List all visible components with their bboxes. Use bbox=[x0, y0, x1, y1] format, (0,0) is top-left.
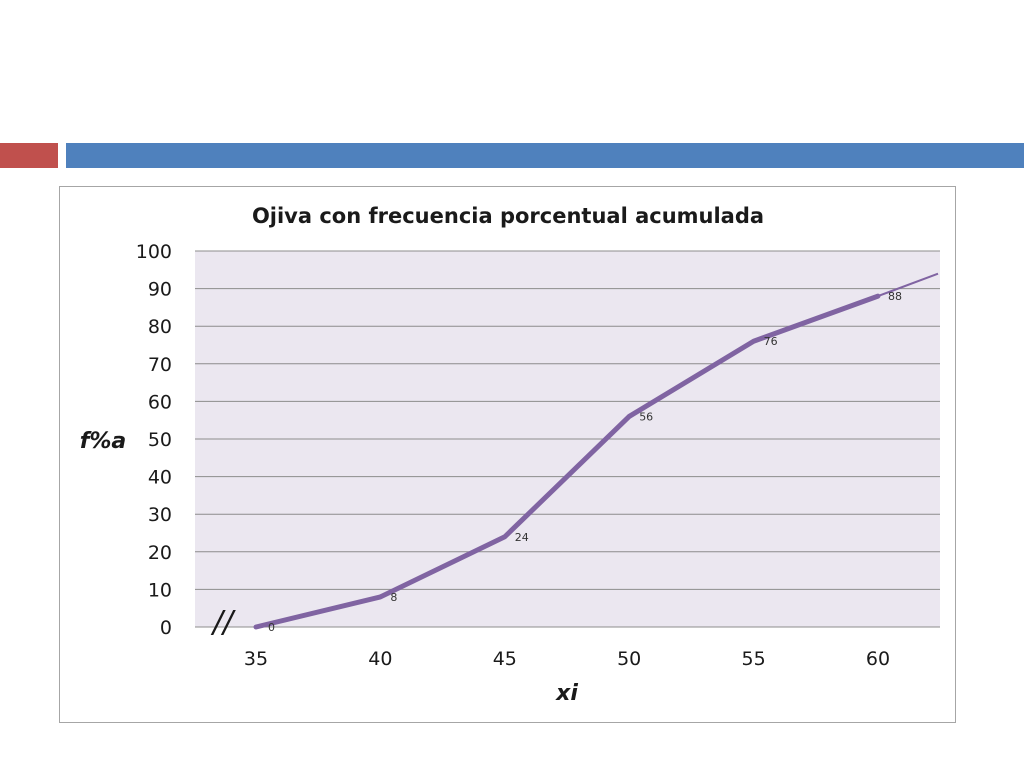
x-tick-label: 40 bbox=[368, 648, 392, 670]
y-tick-label: 70 bbox=[148, 354, 172, 376]
x-tick-label: 50 bbox=[617, 648, 641, 670]
series-line-extension bbox=[877, 272, 939, 298]
series-line bbox=[253, 293, 881, 630]
y-tick-label: 40 bbox=[148, 467, 172, 489]
series bbox=[253, 272, 939, 630]
accent-bar-left bbox=[0, 143, 58, 168]
x-tick-label: 35 bbox=[244, 648, 268, 670]
x-tick-labels: 35 40 45 50 55 60 bbox=[244, 648, 890, 670]
x-tick-label: 45 bbox=[493, 648, 517, 670]
data-label: 8 bbox=[390, 591, 397, 604]
y-tick-label: 100 bbox=[136, 241, 172, 263]
y-tick-label: 90 bbox=[148, 279, 172, 301]
y-tick-label: 60 bbox=[148, 391, 172, 413]
accent-bar-right bbox=[66, 143, 1024, 168]
y-axis-title: f%a bbox=[80, 429, 126, 454]
y-tick-label: 80 bbox=[148, 316, 172, 338]
data-label: 88 bbox=[888, 290, 902, 303]
x-axis-title: xi bbox=[555, 681, 578, 706]
y-tick-label: 20 bbox=[148, 542, 172, 564]
y-tick-label: 10 bbox=[148, 579, 172, 601]
y-tick-label: 50 bbox=[148, 429, 172, 451]
data-label: 76 bbox=[764, 335, 778, 348]
gridlines bbox=[195, 250, 940, 628]
data-label: 0 bbox=[268, 621, 275, 634]
chart-title: Ojiva con frecuencia porcentual acumulad… bbox=[252, 204, 764, 228]
data-label: 56 bbox=[639, 410, 653, 423]
data-label: 24 bbox=[515, 531, 529, 544]
x-tick-label: 55 bbox=[742, 648, 766, 670]
y-tick-label: 30 bbox=[148, 504, 172, 526]
x-tick-label: 60 bbox=[866, 648, 890, 670]
y-tick-labels: 0 10 20 30 40 50 60 70 80 90 100 bbox=[136, 241, 172, 639]
y-tick-label: 0 bbox=[160, 617, 172, 639]
axis-break-mark: // bbox=[210, 605, 236, 640]
data-labels: 0 8 24 56 76 88 bbox=[268, 290, 902, 634]
